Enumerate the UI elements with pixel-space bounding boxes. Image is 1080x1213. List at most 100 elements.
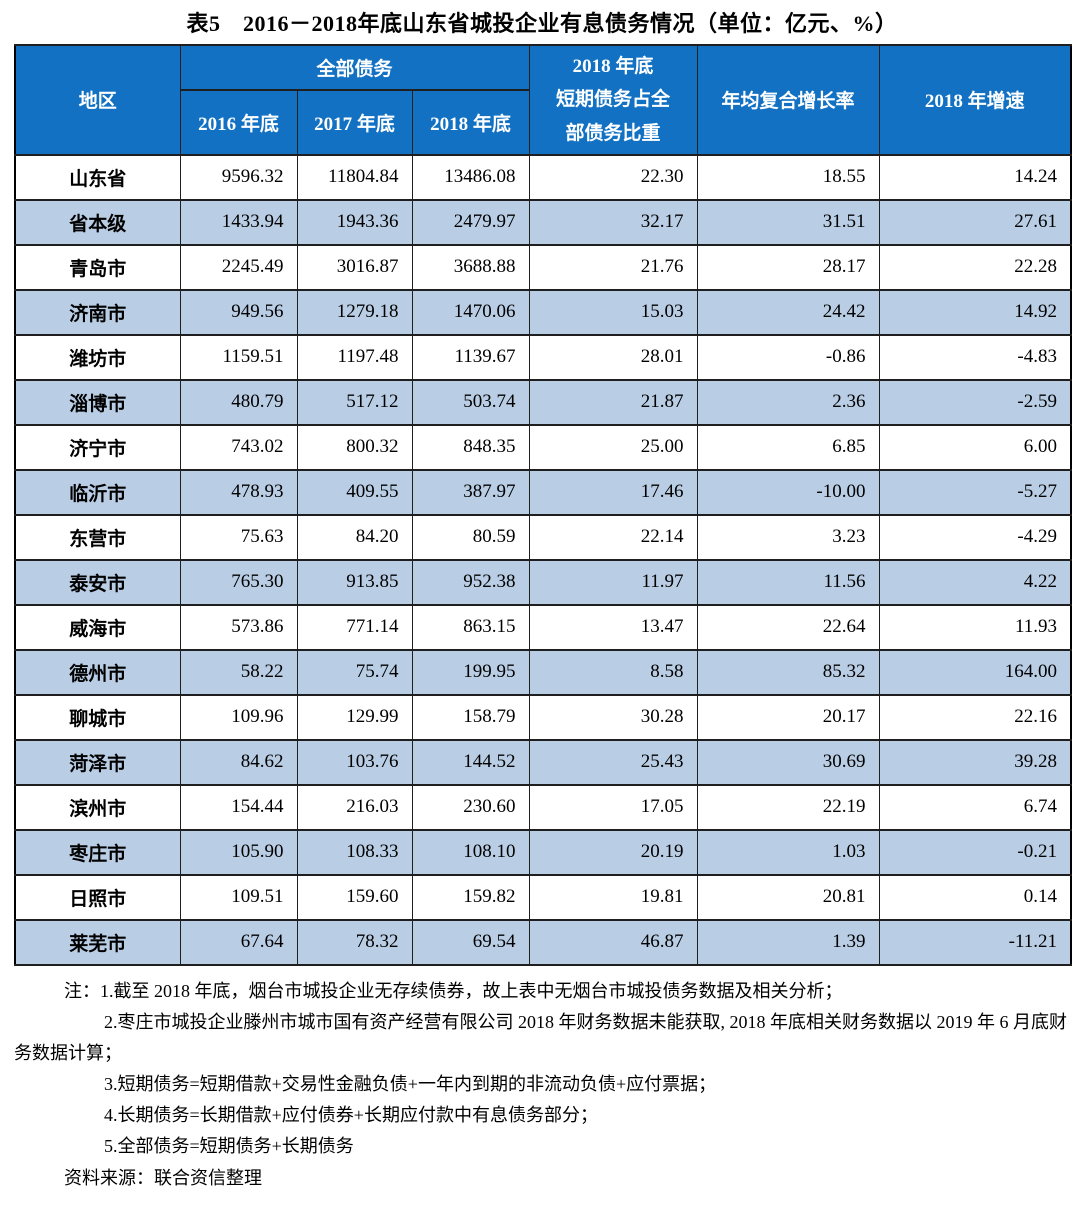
table-row: 枣庄市 105.90 108.33 108.10 20.19 1.03 -0.2… [14,828,1072,876]
value-cell: 517.12 [296,378,413,426]
region-cell: 滨州市 [14,783,181,831]
value-cell: -0.21 [878,828,1072,876]
value-cell: 15.03 [528,288,698,336]
value-cell: 20.19 [528,828,698,876]
region-cell: 淄博市 [14,378,181,426]
table-row: 东营市 75.63 84.20 80.59 22.14 3.23 -4.29 [14,513,1072,561]
value-cell: 1139.67 [411,333,530,381]
value-cell: 11.56 [696,558,880,606]
page-title: 表5 2016－2018年底山东省城投企业有息债务情况（单位：亿元、%） [186,11,898,36]
value-cell: 154.44 [179,783,298,831]
table-row: 潍坊市 1159.51 1197.48 1139.67 28.01 -0.86 … [14,333,1072,381]
value-cell: 216.03 [296,783,413,831]
value-cell: 20.81 [696,873,880,921]
value-cell: 1279.18 [296,288,413,336]
value-cell: 17.46 [528,468,698,516]
table-header-2018: 2018 年底 [411,89,530,156]
table-row: 聊城市 109.96 129.99 158.79 30.28 20.17 22.… [14,693,1072,741]
region-cell: 菏泽市 [14,738,181,786]
table-header-2018-growth: 2018 年增速 [878,44,1072,156]
value-cell: 80.59 [411,513,530,561]
value-cell: -5.27 [878,468,1072,516]
value-cell: 0.14 [878,873,1072,921]
value-cell: 14.24 [878,153,1072,201]
value-cell: 21.76 [528,243,698,291]
table-row: 济宁市 743.02 800.32 848.35 25.00 6.85 6.00 [14,423,1072,471]
table-row: 莱芜市 67.64 78.32 69.54 46.87 1.39 -11.21 [14,918,1072,966]
value-cell: 22.28 [878,243,1072,291]
table-row: 菏泽市 84.62 103.76 144.52 25.43 30.69 39.2… [14,738,1072,786]
debt-table: 地区 全部债务 2018 年底 短期债务占全 部债务比重 年均复合增长率 201… [14,43,1072,966]
value-cell: 75.74 [296,648,413,696]
value-cell: 409.55 [296,468,413,516]
table-header-short-term-share: 2018 年底 短期债务占全 部债务比重 [528,44,698,156]
table-row: 德州市 58.22 75.74 199.95 8.58 85.32 164.00 [14,648,1072,696]
value-cell: 573.86 [179,603,298,651]
region-cell: 莱芜市 [14,918,181,966]
value-cell: 771.14 [296,603,413,651]
value-cell: 6.00 [878,423,1072,471]
value-cell: 8.58 [528,648,698,696]
value-cell: 22.14 [528,513,698,561]
value-cell: 32.17 [528,198,698,246]
region-cell: 济宁市 [14,423,181,471]
region-cell: 济南市 [14,288,181,336]
value-cell: 58.22 [179,648,298,696]
region-cell: 潍坊市 [14,333,181,381]
value-cell: 46.87 [528,918,698,966]
value-cell: 480.79 [179,378,298,426]
value-cell: 25.43 [528,738,698,786]
value-cell: 2245.49 [179,243,298,291]
table-row: 山东省 9596.32 11804.84 13486.08 22.30 18.5… [14,153,1072,201]
value-cell: 199.95 [411,648,530,696]
value-cell: 11.93 [878,603,1072,651]
value-cell: 27.61 [878,198,1072,246]
region-cell: 德州市 [14,648,181,696]
table-body: 山东省 9596.32 11804.84 13486.08 22.30 18.5… [14,153,1072,966]
value-cell: 109.51 [179,873,298,921]
value-cell: 85.32 [696,648,880,696]
table-header-cagr: 年均复合增长率 [696,44,880,156]
value-cell: 478.93 [179,468,298,516]
region-cell: 枣庄市 [14,828,181,876]
table-header-2017: 2017 年底 [296,89,413,156]
value-cell: 22.19 [696,783,880,831]
value-cell: 21.87 [528,378,698,426]
value-cell: -11.21 [878,918,1072,966]
table-header-2016: 2016 年底 [179,89,298,156]
value-cell: 1197.48 [296,333,413,381]
value-cell: 144.52 [411,738,530,786]
value-cell: 22.64 [696,603,880,651]
notes-section: 注：1.截至 2018 年底，烟台市城投企业无存续债券，故上表中无烟台市城投债务… [14,976,1074,1194]
value-cell: 67.64 [179,918,298,966]
value-cell: 765.30 [179,558,298,606]
source-line: 资料来源：联合资信整理 [64,1167,262,1188]
value-cell: 863.15 [411,603,530,651]
table-row: 青岛市 2245.49 3016.87 3688.88 21.76 28.17 … [14,243,1072,291]
value-cell: 159.82 [411,873,530,921]
value-cell: 952.38 [411,558,530,606]
region-cell: 日照市 [14,873,181,921]
note-line: 2.枣庄市城投企业滕州市城市国有资产经营有限公司 2018 年财务数据未能获取,… [14,1011,1067,1063]
value-cell: 30.69 [696,738,880,786]
value-cell: 800.32 [296,423,413,471]
table-row: 威海市 573.86 771.14 863.15 13.47 22.64 11.… [14,603,1072,651]
value-cell: 17.05 [528,783,698,831]
value-cell: 109.96 [179,693,298,741]
value-cell: 84.62 [179,738,298,786]
note-line: 3.短期债务=短期借款+交易性金融负债+一年内到期的非流动负债+应付票据； [104,1073,717,1094]
value-cell: 158.79 [411,693,530,741]
value-cell: 1470.06 [411,288,530,336]
table-row: 济南市 949.56 1279.18 1470.06 15.03 24.42 1… [14,288,1072,336]
value-cell: 25.00 [528,423,698,471]
value-cell: 9596.32 [179,153,298,201]
value-cell: 159.60 [296,873,413,921]
value-cell: 22.16 [878,693,1072,741]
value-cell: 31.51 [696,198,880,246]
value-cell: 1433.94 [179,198,298,246]
value-cell: 20.17 [696,693,880,741]
value-cell: 387.97 [411,468,530,516]
value-cell: 14.92 [878,288,1072,336]
region-cell: 聊城市 [14,693,181,741]
value-cell: 13.47 [528,603,698,651]
